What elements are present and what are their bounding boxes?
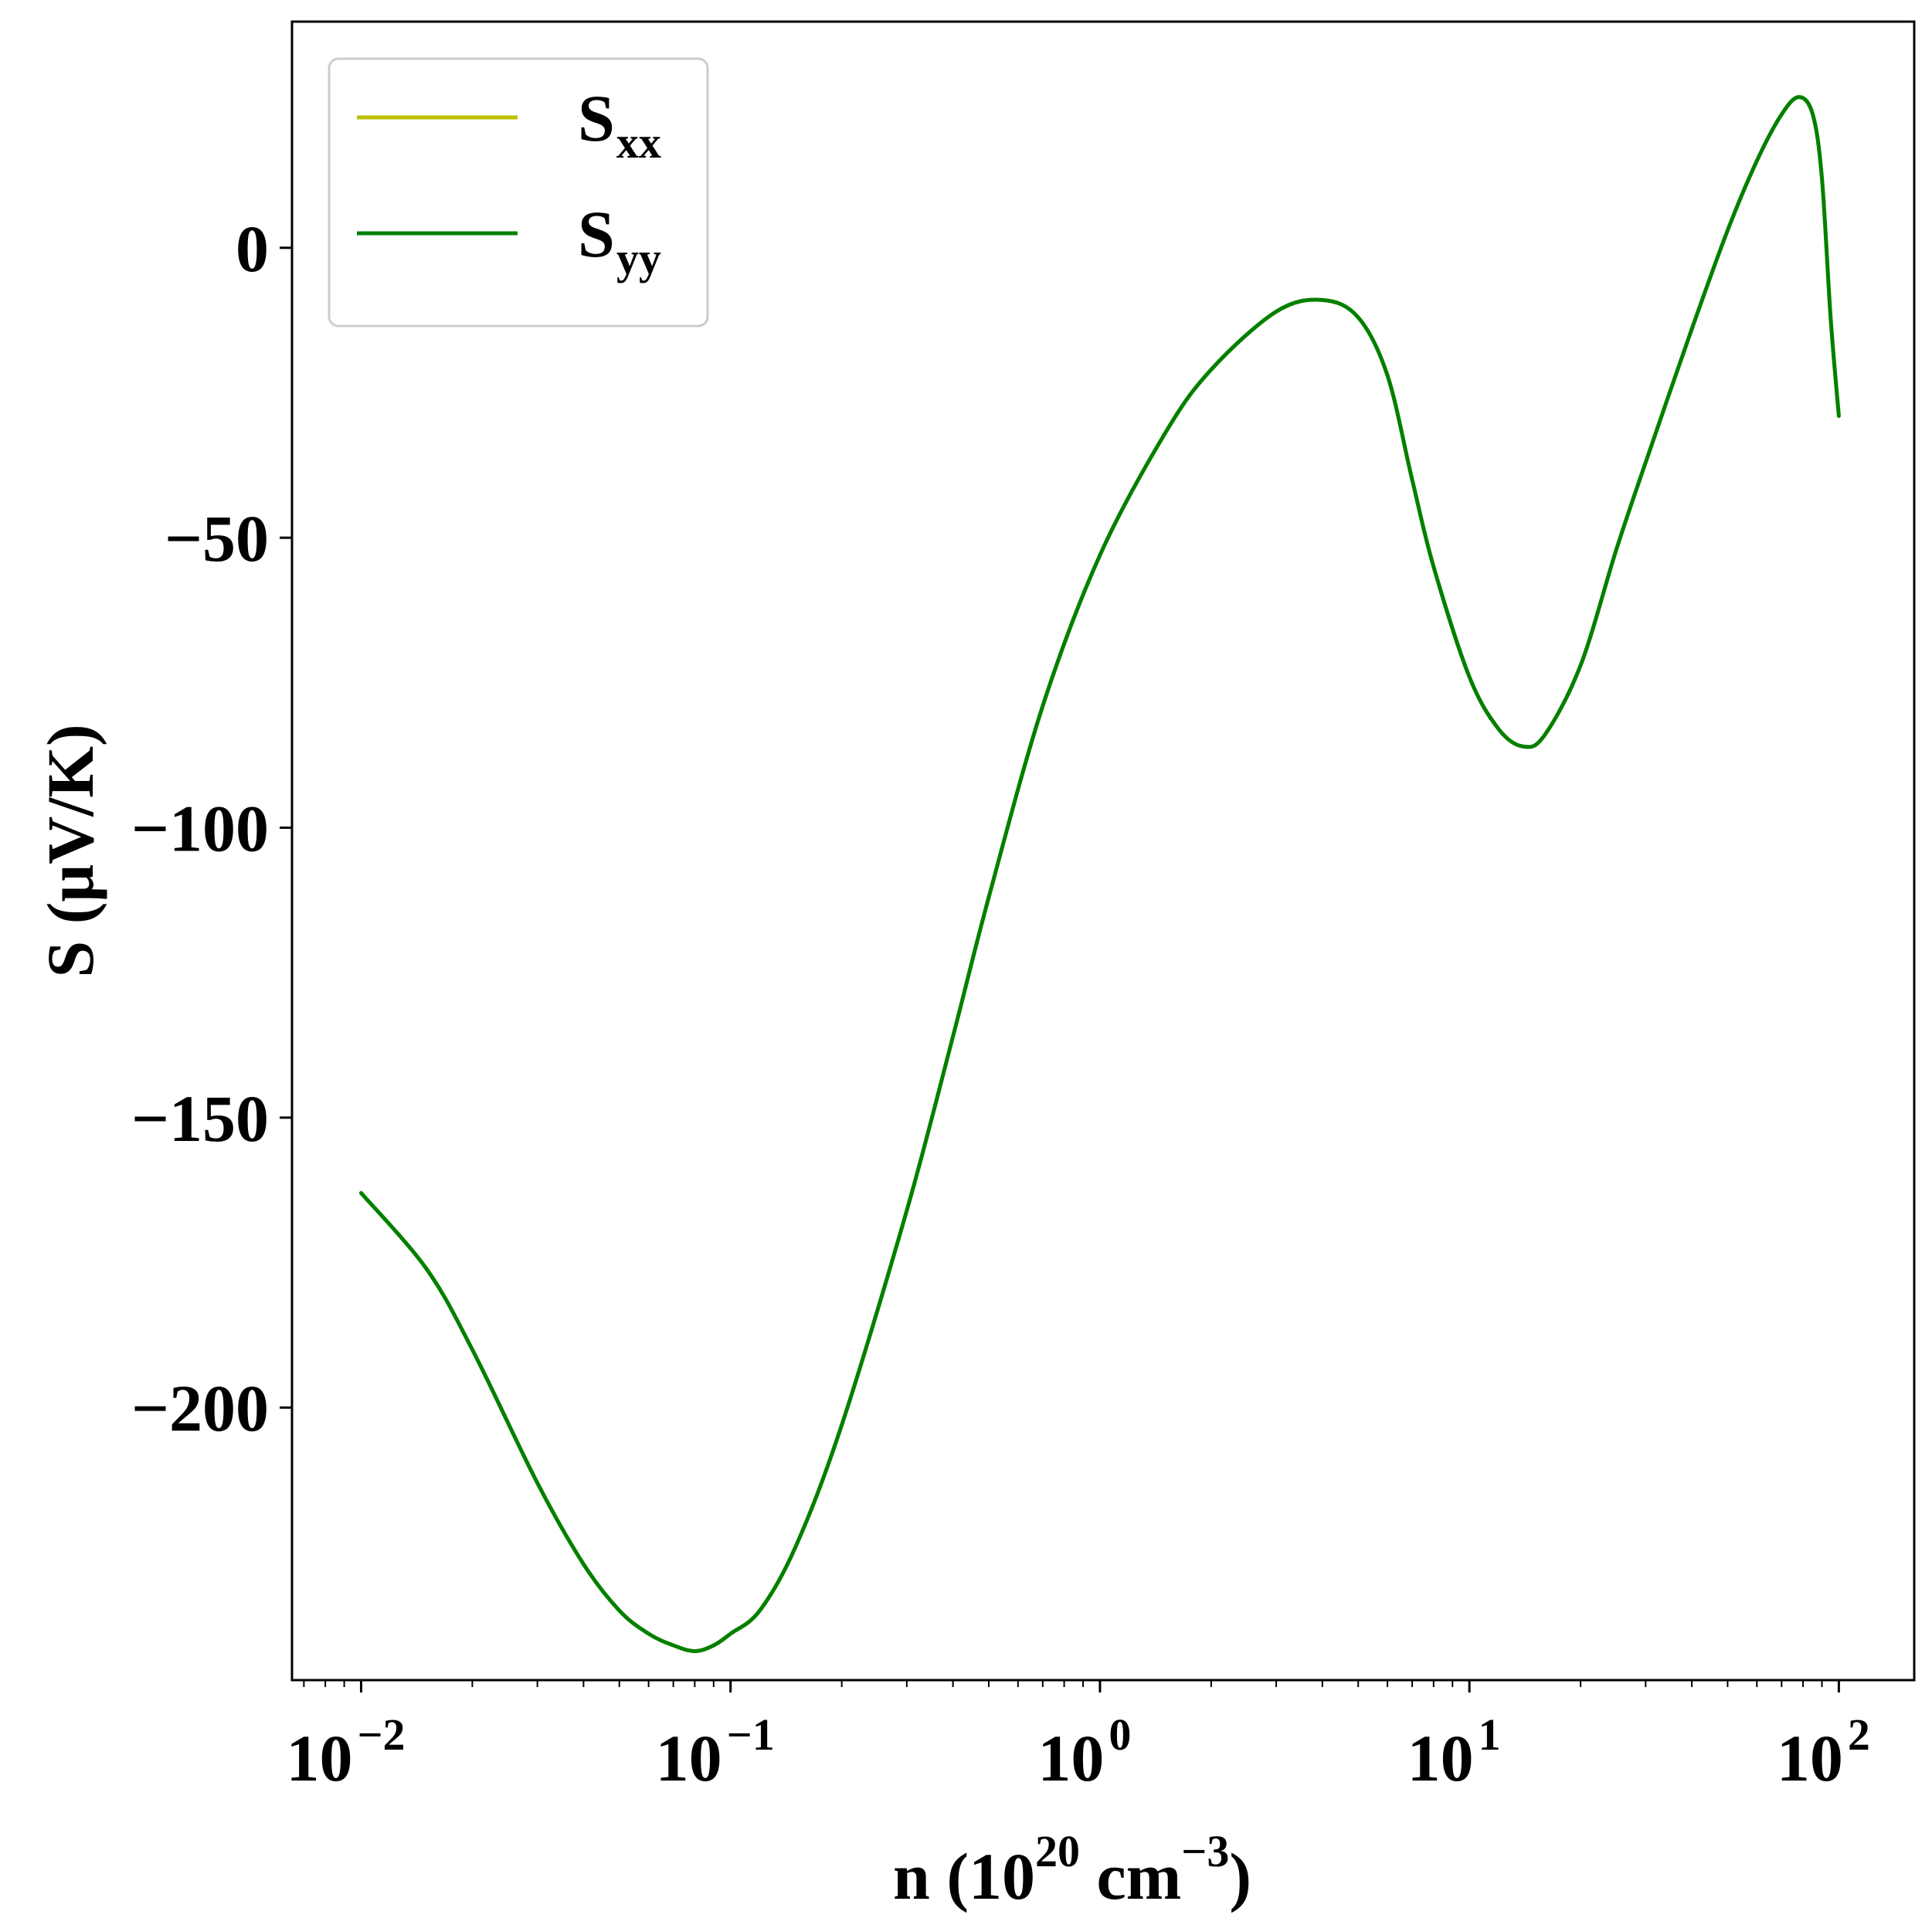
y-tick-label: −100	[131, 791, 269, 865]
series-line-yy	[358, 95, 1841, 1653]
y-tick-label: 0	[236, 212, 269, 286]
x-tick-label: 10 1	[1407, 1709, 1501, 1795]
y-tick-label: −150	[131, 1081, 269, 1156]
tick-layer: 0 −50 −100 −150 −200 10 −2 10 −1 10 0 10 1 10 2	[131, 212, 1870, 1795]
x-tick-label: 10 0	[1037, 1709, 1131, 1795]
series-layer	[358, 95, 1841, 1653]
legend: Sxx Syy	[328, 57, 709, 328]
legend-label-xx: Sxx	[578, 81, 661, 168]
y-tick-label: −50	[165, 501, 269, 575]
x-tick-label: 10 2	[1777, 1709, 1870, 1795]
x-tick-label: 10 −2	[286, 1709, 405, 1795]
legend-box	[328, 57, 709, 328]
y-axis-label: S (μV/K)	[33, 724, 107, 977]
y-tick-label: −200	[131, 1371, 269, 1445]
plot-frame	[290, 20, 1916, 1682]
legend-label-yy: Syy	[578, 197, 661, 283]
x-tick-label: 10 −1	[656, 1709, 775, 1795]
x-axis-label: n (1020 cm−3)	[893, 1826, 1251, 1913]
